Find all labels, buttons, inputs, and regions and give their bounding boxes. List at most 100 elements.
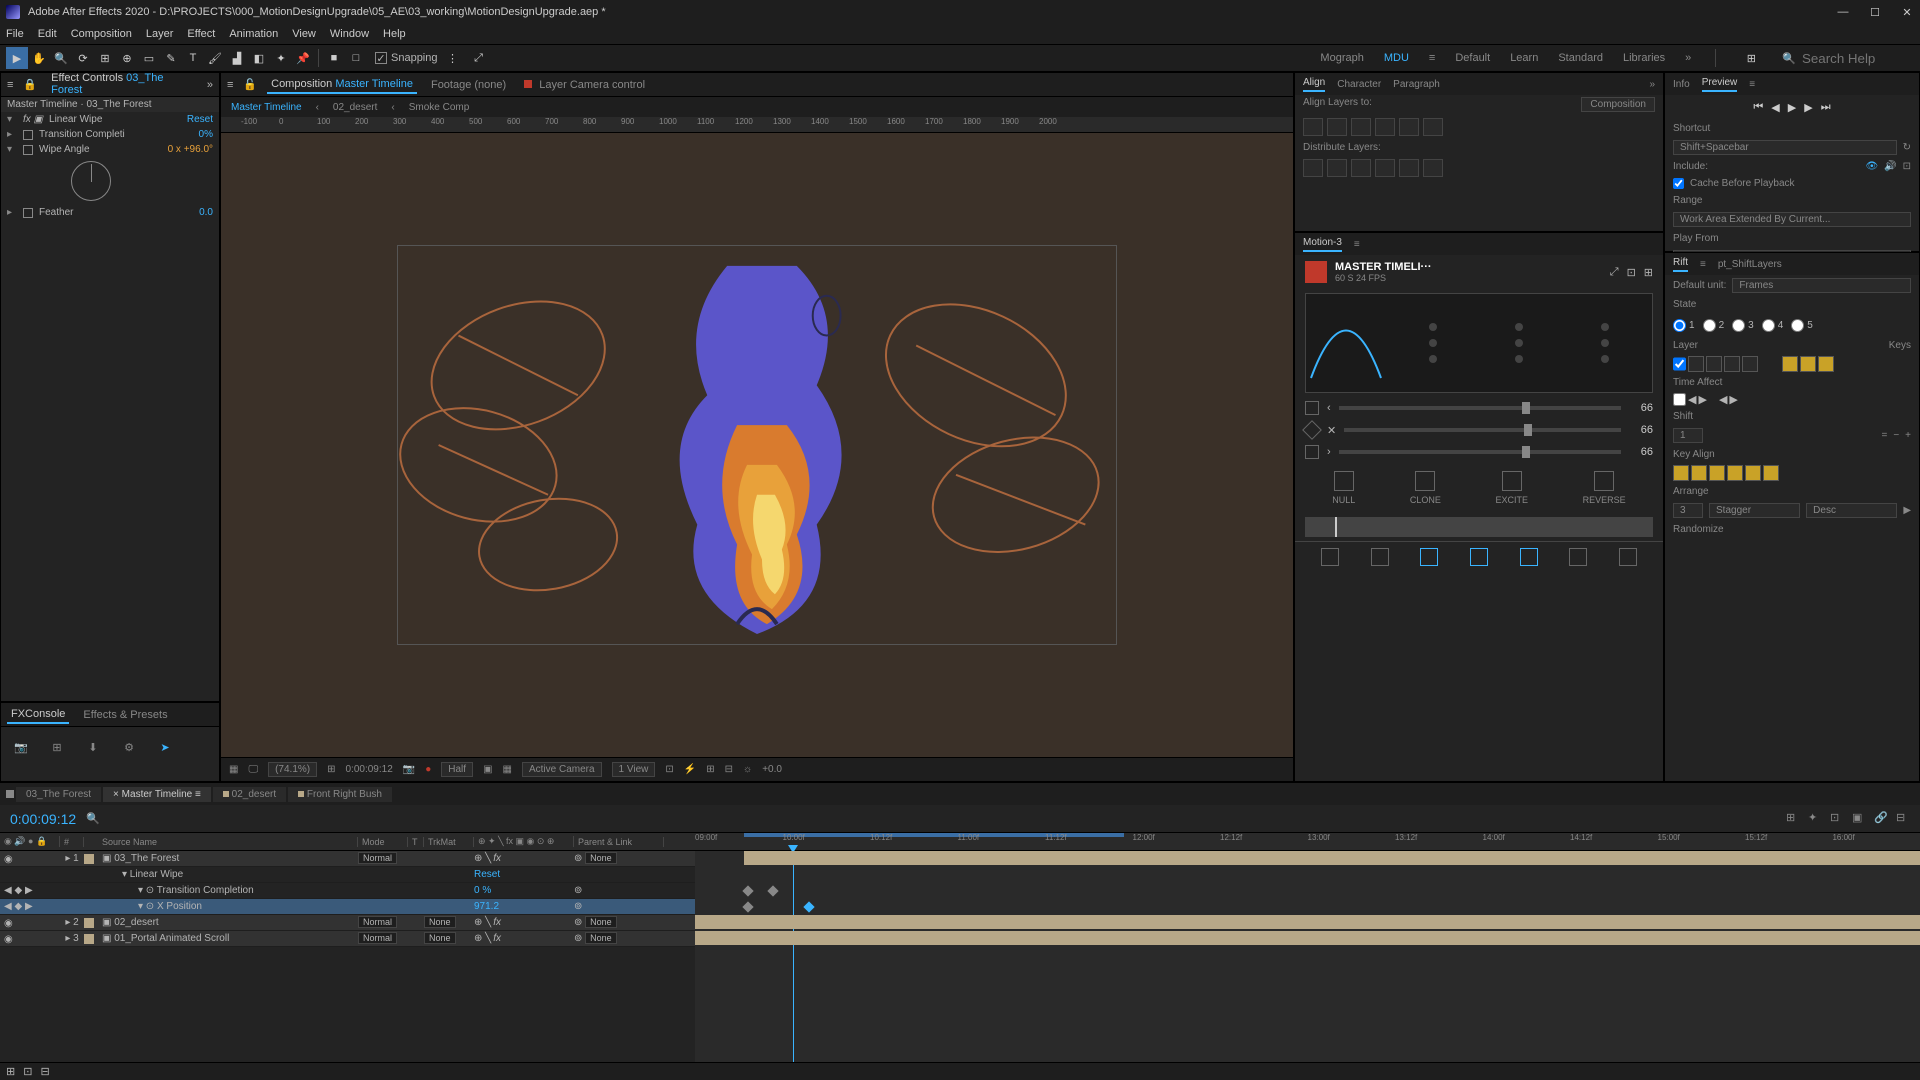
menu-edit[interactable]: Edit	[38, 28, 57, 40]
property-row[interactable]: ▾ Linear Wipe Reset	[0, 867, 695, 883]
tl-tab-1[interactable]: × Master Timeline ≡	[103, 787, 211, 802]
play-button[interactable]: ▶	[1788, 101, 1796, 114]
shortcut-dd[interactable]: Shift+Spacebar	[1673, 140, 1897, 155]
anchor-tool-icon[interactable]: ⊕	[116, 47, 138, 69]
download-icon[interactable]: ⬇	[83, 737, 103, 757]
selection-tool-icon[interactable]: ▶	[6, 47, 28, 69]
m3-null-button[interactable]: NULL	[1332, 471, 1355, 505]
ka-b3[interactable]	[1709, 465, 1725, 481]
align-right-button[interactable]	[1351, 118, 1371, 136]
m3-clone-button[interactable]: CLONE	[1410, 471, 1441, 505]
prev-frame-button[interactable]: ◀	[1771, 101, 1779, 114]
layer-row[interactable]: ◉ ▸ 3 ▣ 01_Portal Animated Scroll Normal…	[0, 931, 695, 947]
next-frame-button[interactable]: ▶	[1804, 101, 1812, 114]
menu-view[interactable]: View	[292, 28, 316, 40]
state-3-radio[interactable]	[1732, 319, 1745, 332]
status-icon-1[interactable]: ⊞	[6, 1065, 15, 1078]
property-row[interactable]: ◀ ◆ ▶ ▾ ⊙ X Position 971.2 ⊚	[0, 899, 695, 915]
ka-b4[interactable]	[1727, 465, 1743, 481]
menu-animation[interactable]: Animation	[229, 28, 278, 40]
menu-composition[interactable]: Composition	[71, 28, 132, 40]
layer-b2[interactable]	[1706, 356, 1722, 372]
send-icon[interactable]: ➤	[155, 737, 175, 757]
menu-window[interactable]: Window	[330, 28, 369, 40]
keyframe[interactable]	[767, 885, 778, 896]
m3-slider-2[interactable]	[1344, 428, 1621, 432]
shiftlayers-tab[interactable]: pt_ShiftLayers	[1718, 259, 1782, 270]
minimize-button[interactable]: —	[1836, 6, 1850, 19]
reset-link[interactable]: Reset	[187, 114, 213, 125]
menu-layer[interactable]: Layer	[146, 28, 174, 40]
close-button[interactable]: ✕	[1900, 6, 1914, 19]
flowchart-icon[interactable]: ⊟	[725, 764, 733, 775]
shift-b4[interactable]: −	[1893, 430, 1899, 441]
roi-icon[interactable]: ▣	[483, 764, 492, 775]
search-icon[interactable]: 🔍	[1782, 52, 1796, 65]
text-tool-icon[interactable]: T	[182, 47, 204, 69]
last-frame-button[interactable]: ⏭	[1821, 101, 1831, 114]
include-video-icon[interactable]: 👁	[1865, 161, 1878, 172]
timecode-display[interactable]: 0:00:09:12	[346, 764, 393, 775]
workspace-standard[interactable]: Standard	[1558, 52, 1603, 64]
align-hcenter-button[interactable]	[1327, 118, 1347, 136]
view-dd[interactable]: 1 View	[612, 762, 656, 777]
magnification-icon[interactable]: ▦	[229, 764, 238, 775]
status-icon-3[interactable]: ⊟	[40, 1065, 49, 1078]
layer-bar[interactable]	[695, 915, 1920, 929]
search-input[interactable]	[1802, 51, 1902, 66]
keys-b3[interactable]	[1818, 356, 1834, 372]
include-overlay-icon[interactable]: ⊡	[1903, 161, 1911, 172]
align-vcenter-button[interactable]	[1399, 118, 1419, 136]
shift-input[interactable]: 1	[1673, 428, 1703, 443]
snap-opt2-icon[interactable]: ⤢	[468, 47, 490, 69]
stagger-dd[interactable]: Stagger	[1709, 503, 1800, 518]
layer-bar[interactable]	[744, 851, 1920, 865]
align-bottom-button[interactable]	[1423, 118, 1443, 136]
arrange-input[interactable]: 3	[1673, 503, 1703, 518]
pixel-aspect-icon[interactable]: ⊡	[665, 764, 673, 775]
keyframe[interactable]	[742, 885, 753, 896]
shape-fill-icon[interactable]: ■	[323, 47, 345, 69]
m3-exp3-icon[interactable]: ⊞	[1644, 266, 1653, 279]
workspace-menu-icon[interactable]: ≡	[1429, 52, 1435, 64]
effects-presets-tab[interactable]: Effects & Presets	[79, 707, 171, 723]
motion3-curve-graph[interactable]	[1305, 293, 1653, 393]
arrange-go-button[interactable]: ▶	[1903, 505, 1911, 516]
ka-b6[interactable]	[1763, 465, 1779, 481]
m3-exp2-icon[interactable]: ⊡	[1627, 266, 1636, 279]
desc-dd[interactable]: Desc	[1806, 503, 1897, 518]
tl-hi2-icon[interactable]: ✦	[1808, 811, 1824, 827]
preview-tab[interactable]: Preview	[1702, 77, 1738, 92]
range-dd[interactable]: Work Area Extended By Current...	[1673, 212, 1911, 227]
rift-tab[interactable]: Rift	[1673, 257, 1688, 272]
layer-row[interactable]: ◉ ▸ 2 ▣ 02_desert Normal None ⊕ ╲ fx ⊚ N…	[0, 915, 695, 931]
stopwatch-icon[interactable]	[23, 130, 33, 140]
m3-f3-icon[interactable]	[1420, 548, 1438, 566]
stopwatch-icon[interactable]	[23, 145, 33, 155]
shift-b5[interactable]: +	[1905, 430, 1911, 441]
ec-effect-row[interactable]: ▾ fx ▣ Linear Wipe Reset	[1, 112, 219, 127]
tl-hi1-icon[interactable]: ⊞	[1786, 811, 1802, 827]
fast-preview-icon[interactable]: ⚡	[684, 764, 696, 775]
rift-menu-icon[interactable]: ≡	[1700, 259, 1706, 270]
paragraph-tab[interactable]: Paragraph	[1393, 79, 1440, 90]
comp-display-icon[interactable]: 🖵	[248, 764, 258, 775]
status-icon-2[interactable]: ⊡	[23, 1065, 32, 1078]
align-to-dd[interactable]: Composition	[1581, 97, 1655, 112]
menu-effect[interactable]: Effect	[187, 28, 215, 40]
m3-f5-icon[interactable]	[1520, 548, 1538, 566]
channel-icon[interactable]: ●	[425, 764, 431, 775]
info-tab[interactable]: Info	[1673, 79, 1690, 90]
state-2-radio[interactable]	[1703, 319, 1716, 332]
timeline-playhead[interactable]	[793, 851, 794, 1062]
shape-tool-icon[interactable]: ▭	[138, 47, 160, 69]
dist-5-button[interactable]	[1399, 159, 1419, 177]
panel-overflow-icon[interactable]: »	[207, 79, 213, 91]
snapshot-icon[interactable]: 📷	[403, 764, 415, 775]
m3-shape2-icon[interactable]	[1302, 420, 1322, 440]
state-save-button[interactable]	[1895, 317, 1911, 333]
state-1-radio[interactable]	[1673, 319, 1686, 332]
align-tab[interactable]: Align	[1303, 77, 1325, 92]
resolution-dd[interactable]: Half	[441, 762, 473, 777]
composition-tab[interactable]: Composition Master Timeline	[267, 76, 417, 94]
